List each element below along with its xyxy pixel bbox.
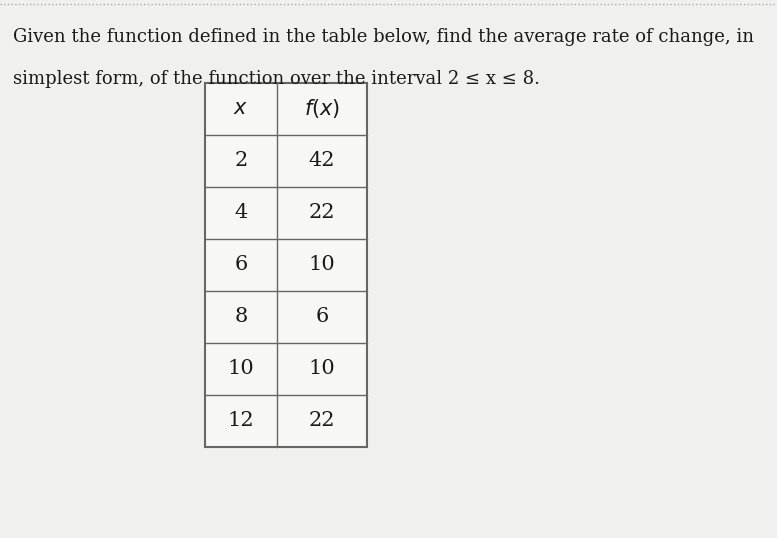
- Text: 12: 12: [228, 412, 254, 430]
- Text: 22: 22: [308, 412, 335, 430]
- Text: $f(x)$: $f(x)$: [304, 97, 340, 121]
- Text: 22: 22: [308, 203, 335, 223]
- Text: 10: 10: [228, 359, 254, 379]
- Text: 10: 10: [308, 256, 336, 274]
- Text: 6: 6: [235, 256, 248, 274]
- Text: 8: 8: [235, 308, 248, 327]
- Text: 2: 2: [235, 152, 248, 171]
- Text: $x$: $x$: [233, 100, 249, 118]
- Text: simplest form, of the function over the interval 2 ≤ x ≤ 8.: simplest form, of the function over the …: [13, 70, 540, 88]
- Bar: [205, 83, 367, 447]
- Text: Given the function defined in the table below, find the average rate of change, : Given the function defined in the table …: [13, 28, 754, 46]
- Text: 6: 6: [315, 308, 329, 327]
- Text: 10: 10: [308, 359, 336, 379]
- Text: 4: 4: [235, 203, 248, 223]
- Text: 42: 42: [308, 152, 335, 171]
